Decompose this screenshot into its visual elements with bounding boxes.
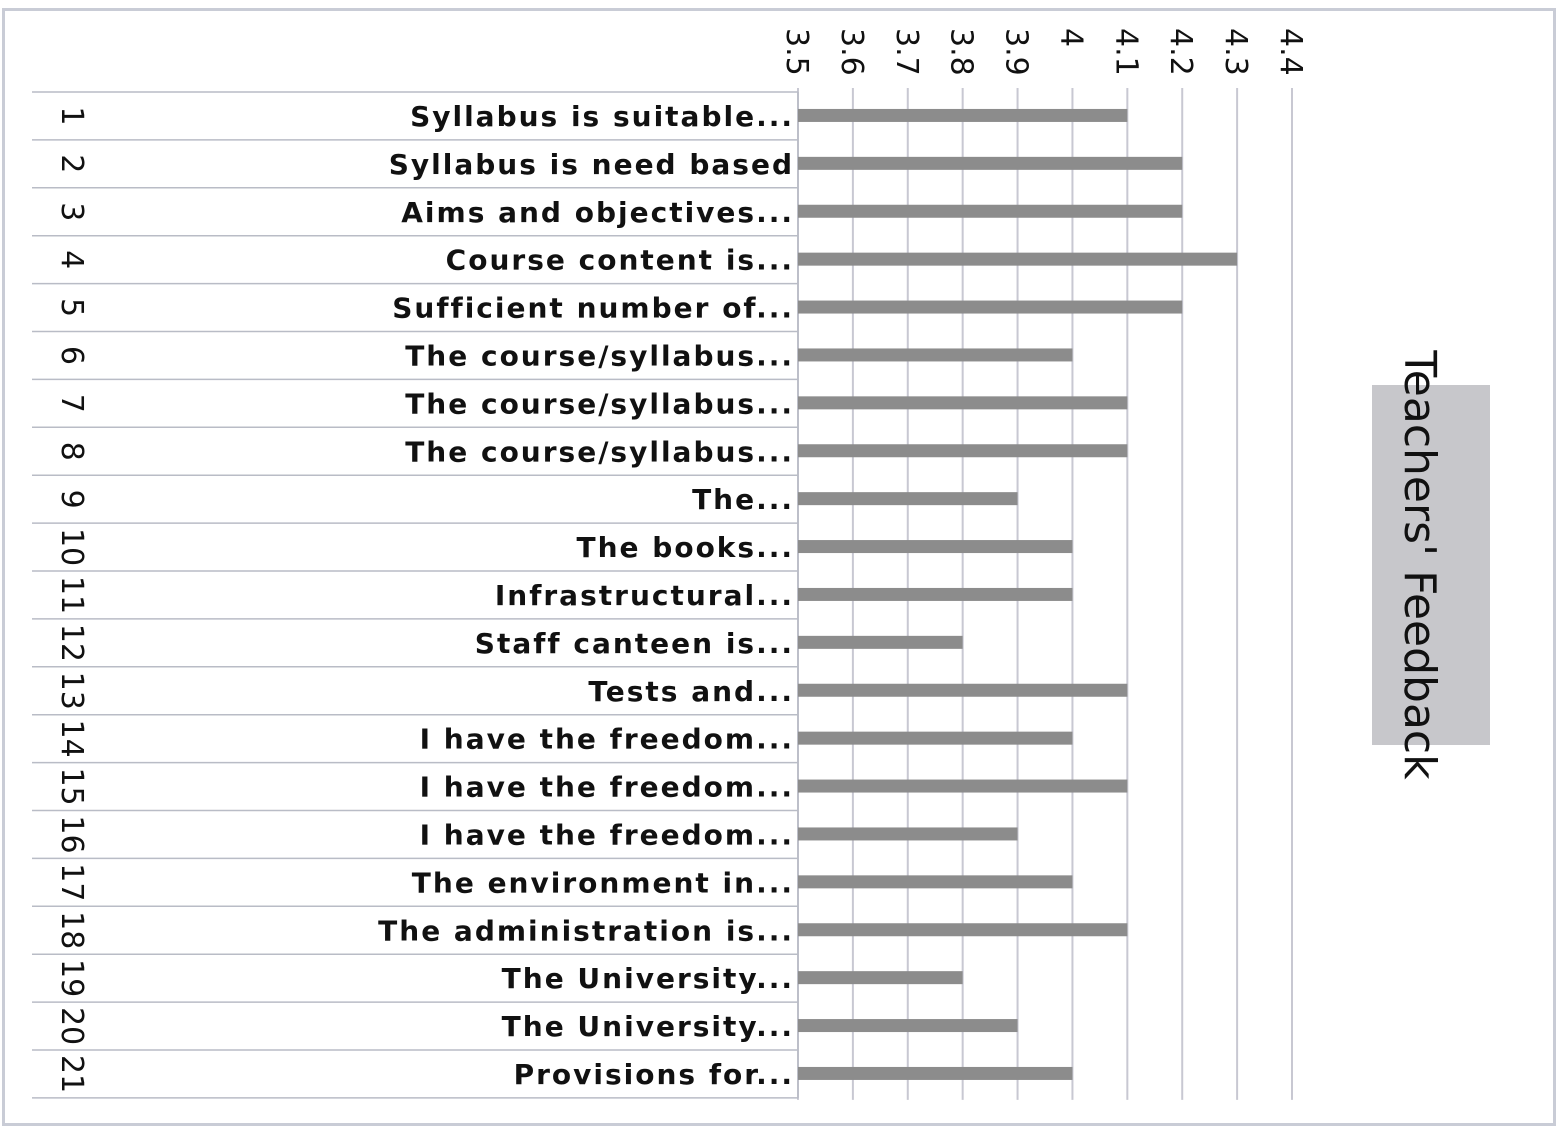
row-number: 9: [54, 490, 89, 509]
bar: [798, 827, 1018, 841]
chart-title-group: Teachers' Feedback: [1372, 349, 1490, 780]
bar: [798, 683, 1128, 697]
category-label: I have the freedom...: [420, 771, 794, 804]
chart-frame: [2, 8, 1556, 1126]
x-tick-label: 3.5: [779, 28, 814, 76]
bar: [798, 492, 1018, 506]
row-number: 11: [54, 576, 89, 614]
row-number: 3: [54, 202, 89, 221]
row-number: 2: [54, 154, 89, 173]
category-label: Syllabus is need based: [389, 148, 794, 181]
row-number: 18: [54, 911, 89, 949]
bar: [798, 540, 1073, 554]
bar: [798, 971, 963, 985]
category-label: Provisions for...: [514, 1058, 794, 1091]
bar: [798, 635, 963, 649]
category-label: I have the freedom...: [420, 723, 794, 756]
category-label: Syllabus is suitable...: [410, 100, 794, 133]
category-label: The environment in...: [412, 866, 794, 899]
x-tick-label: 3.7: [889, 28, 924, 76]
row-number: 1: [54, 106, 89, 125]
bar: [798, 875, 1073, 889]
category-label: Infrastructural...: [495, 579, 794, 612]
x-tick-label: 4.4: [1273, 28, 1308, 76]
category-label: The course/syllabus...: [405, 435, 794, 468]
row-number: 13: [54, 672, 89, 710]
category-label: The University...: [502, 1010, 794, 1043]
x-tick-label: 3.8: [944, 28, 979, 76]
category-label: The University...: [502, 962, 794, 995]
chart-title: Teachers' Feedback: [1394, 349, 1445, 780]
row-number: 4: [54, 250, 89, 269]
category-labels: Syllabus is suitable... Syllabus is need …: [378, 100, 794, 1091]
row-number: 6: [54, 346, 89, 365]
category-label: Staff canteen is...: [475, 627, 794, 660]
bars: [798, 108, 1238, 1080]
bar: [798, 779, 1128, 793]
category-label: The course/syllabus...: [405, 387, 794, 420]
category-label: The books...: [577, 531, 794, 564]
row-number: 10: [54, 528, 89, 566]
x-tick-label: 4.1: [1108, 28, 1143, 76]
chart-title-background: [1372, 385, 1490, 745]
bar: [798, 156, 1183, 170]
row-number: 14: [54, 720, 89, 758]
category-label: Course content is...: [446, 244, 794, 277]
category-label: Sufficient number of...: [392, 292, 794, 325]
bar: [798, 1019, 1018, 1033]
bar: [798, 108, 1128, 122]
bar: [798, 587, 1073, 601]
row-number: 8: [54, 442, 89, 461]
row-number: 5: [54, 298, 89, 317]
bar: [798, 348, 1073, 362]
row-number: 12: [54, 624, 89, 662]
axis-tick-labels: 3.5 3.6 3.7 3.8 3.9 4 4.1 4.2 4.3 4.4: [779, 28, 1308, 76]
row-separators: [32, 91, 799, 1099]
bar: [798, 731, 1073, 745]
x-tick-label: 4.3: [1218, 28, 1253, 76]
row-number: 15: [54, 767, 89, 805]
category-label: The course/syllabus...: [405, 339, 794, 372]
bar: [798, 252, 1238, 266]
category-label: The...: [692, 483, 794, 516]
x-tick-label: 4: [1053, 28, 1088, 47]
x-tick-label: 3.6: [834, 28, 869, 76]
bar: [798, 923, 1128, 937]
bar: [798, 396, 1128, 410]
category-label: The administration is...: [378, 914, 794, 947]
row-number: 21: [54, 1055, 89, 1093]
x-tick-label: 3.9: [999, 28, 1034, 76]
row-number: 16: [54, 815, 89, 853]
bar: [798, 444, 1128, 458]
row-number: 19: [54, 959, 89, 997]
row-number: 7: [54, 394, 89, 413]
row-number: 20: [54, 1007, 89, 1045]
bar: [798, 204, 1183, 218]
bar: [798, 1066, 1073, 1080]
category-label: Tests and...: [588, 675, 794, 708]
row-number: 17: [54, 863, 89, 901]
category-label: Aims and objectives...: [401, 196, 794, 229]
category-label: I have the freedom...: [420, 818, 794, 851]
x-tick-label: 4.2: [1163, 28, 1198, 76]
bar: [798, 300, 1183, 314]
